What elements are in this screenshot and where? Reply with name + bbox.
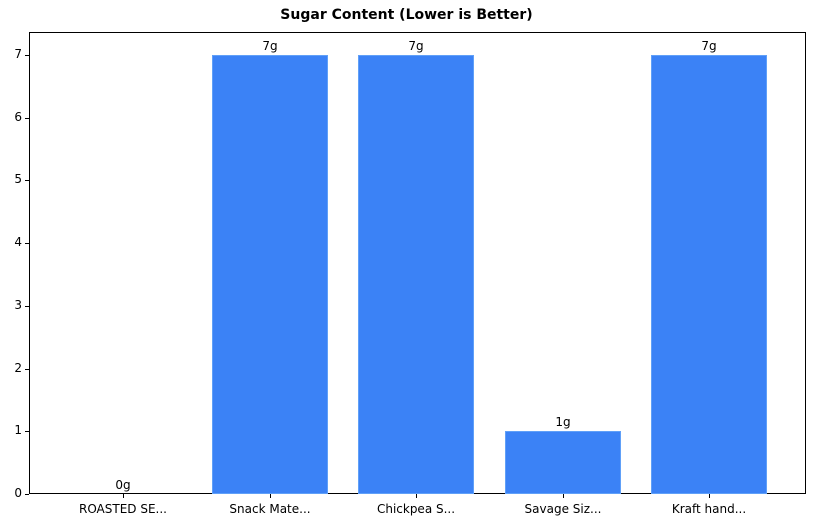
y-tick-mark (25, 55, 29, 56)
y-tick-mark (25, 243, 29, 245)
y-tick-label: 0 (14, 486, 22, 500)
x-tick-label: Savage Siz... (524, 502, 602, 516)
y-tick-label: 5 (14, 172, 22, 187)
y-tick-label: 3 (14, 297, 22, 312)
y-tick-label: 4 (14, 235, 22, 250)
bar (358, 55, 474, 494)
bar (651, 55, 767, 494)
y-tick-label: 7 (14, 47, 22, 61)
y-tick-mark (25, 494, 29, 495)
x-tick-label: ROASTED SE... (78, 502, 167, 516)
y-tick-mark (25, 117, 29, 119)
bar-value-label: 0g (115, 478, 131, 492)
bar (505, 431, 621, 494)
bar-value-label: 7g (408, 39, 424, 53)
bar-value-label: 7g (701, 39, 717, 53)
bar-value-label: 1g (555, 415, 571, 430)
x-tick-mark (123, 494, 124, 498)
bar-value-label: 7g (262, 39, 278, 53)
x-tick-mark (270, 494, 271, 498)
x-tick-label: Kraft hand... (671, 502, 747, 516)
y-tick-label: 6 (14, 109, 22, 124)
x-tick-label: Chickpea S... (376, 502, 456, 516)
x-tick-mark (563, 494, 564, 498)
x-tick-mark (416, 494, 417, 498)
chart-title: Sugar Content (Lower is Better) (280, 7, 533, 23)
x-tick-mark (709, 494, 710, 498)
y-tick-label: 2 (14, 360, 22, 375)
x-tick-label: Snack Mate... (229, 502, 311, 516)
y-tick-mark (25, 431, 29, 433)
y-tick-label: 1 (14, 423, 22, 438)
y-tick-mark (25, 368, 29, 370)
y-tick-mark (25, 305, 29, 307)
bar (212, 55, 328, 494)
y-tick-mark (25, 180, 29, 182)
